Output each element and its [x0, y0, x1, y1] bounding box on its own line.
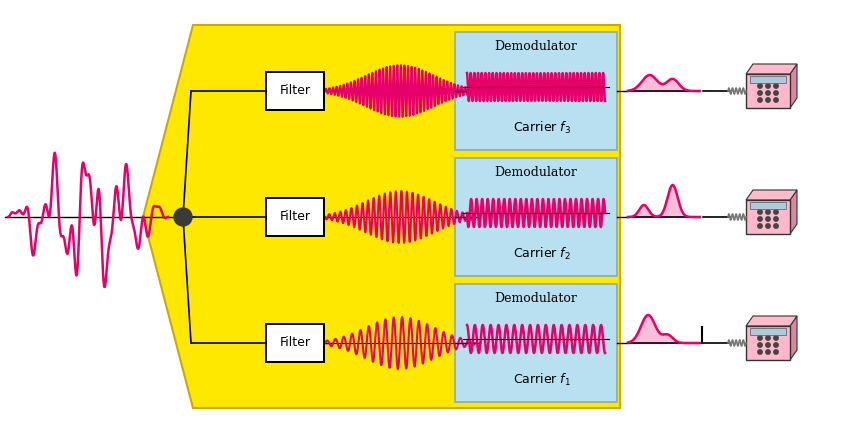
- Circle shape: [758, 343, 762, 347]
- Circle shape: [766, 350, 771, 354]
- FancyBboxPatch shape: [266, 324, 324, 362]
- Polygon shape: [746, 316, 797, 326]
- FancyBboxPatch shape: [750, 328, 786, 335]
- Circle shape: [774, 98, 778, 102]
- Circle shape: [758, 336, 762, 340]
- Text: Demodulator: Demodulator: [495, 166, 577, 179]
- Text: Demodulator: Demodulator: [495, 292, 577, 305]
- Circle shape: [758, 217, 762, 221]
- FancyBboxPatch shape: [746, 200, 790, 234]
- Circle shape: [774, 91, 778, 95]
- Circle shape: [774, 350, 778, 354]
- Text: Filter: Filter: [279, 84, 311, 97]
- Circle shape: [766, 91, 771, 95]
- Circle shape: [774, 217, 778, 221]
- Text: Carrier $f_1$: Carrier $f_1$: [513, 372, 571, 388]
- FancyBboxPatch shape: [746, 74, 790, 108]
- Polygon shape: [790, 64, 797, 108]
- Circle shape: [758, 350, 762, 354]
- FancyBboxPatch shape: [750, 202, 786, 209]
- Polygon shape: [746, 190, 797, 200]
- Circle shape: [774, 210, 778, 214]
- Circle shape: [766, 224, 771, 228]
- Circle shape: [758, 224, 762, 228]
- Polygon shape: [790, 316, 797, 360]
- FancyBboxPatch shape: [455, 158, 617, 276]
- Text: Demodulator: Demodulator: [495, 40, 577, 53]
- Circle shape: [174, 208, 192, 226]
- Circle shape: [766, 343, 771, 347]
- Circle shape: [758, 91, 762, 95]
- Circle shape: [758, 210, 762, 214]
- Circle shape: [766, 217, 771, 221]
- Circle shape: [766, 210, 771, 214]
- Circle shape: [766, 84, 771, 88]
- Polygon shape: [790, 190, 797, 234]
- Text: Carrier $f_2$: Carrier $f_2$: [513, 246, 571, 262]
- Circle shape: [766, 336, 771, 340]
- FancyBboxPatch shape: [266, 198, 324, 236]
- Text: Carrier $f_3$: Carrier $f_3$: [513, 120, 571, 136]
- Text: Filter: Filter: [279, 210, 311, 223]
- Polygon shape: [746, 64, 797, 74]
- Circle shape: [758, 84, 762, 88]
- FancyBboxPatch shape: [455, 32, 617, 150]
- Circle shape: [774, 224, 778, 228]
- Circle shape: [774, 343, 778, 347]
- FancyBboxPatch shape: [746, 326, 790, 360]
- FancyBboxPatch shape: [455, 284, 617, 402]
- Text: Filter: Filter: [279, 336, 311, 349]
- Circle shape: [758, 98, 762, 102]
- FancyBboxPatch shape: [266, 72, 324, 110]
- Circle shape: [766, 98, 771, 102]
- Polygon shape: [143, 25, 620, 408]
- Circle shape: [774, 84, 778, 88]
- Circle shape: [774, 336, 778, 340]
- FancyBboxPatch shape: [750, 76, 786, 83]
